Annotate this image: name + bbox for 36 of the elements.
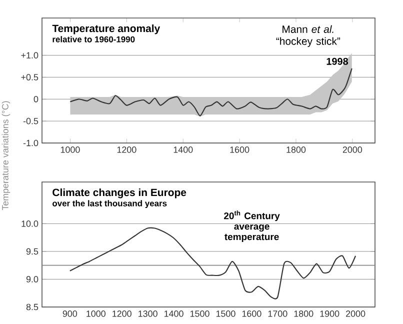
- x-tick-label: 1200: [117, 146, 136, 153]
- x-tick-label: 1500: [216, 310, 236, 317]
- y-tick-label: +1.0: [21, 52, 38, 58]
- y-tick-label: 0: [34, 96, 38, 102]
- ref-line-label: 20$^{th}$ Century average temperature: [224, 210, 280, 242]
- y-tick-label: 9.0: [26, 276, 38, 282]
- x-tick-label: 1400: [174, 146, 193, 153]
- x-tick-label: 900: [62, 310, 78, 317]
- y-tick-label: +0.5: [21, 74, 38, 80]
- y-tick-label: 10.0: [22, 220, 38, 227]
- y-tick-label: 8.5: [26, 304, 38, 310]
- y-tick-label: -0.5: [23, 118, 38, 124]
- annotation: 1998: [326, 58, 348, 65]
- x-tick-label: 1800: [286, 146, 306, 153]
- x-tick-label: 1000: [86, 310, 106, 317]
- x-tick-label: 1900: [320, 310, 340, 317]
- x-tick-label: 1600: [242, 310, 262, 317]
- x-tick-label: 1400: [164, 310, 184, 317]
- text: relative to 1960-1990: [52, 36, 135, 42]
- x-tick-label: 1800: [294, 310, 314, 317]
- annotation: Mann et al. “hockey stick”: [276, 25, 340, 47]
- x-tick-label: 1600: [230, 146, 250, 153]
- x-tick-label: 1700: [268, 310, 288, 317]
- line-series: [70, 68, 352, 116]
- x-tick-label: 1000: [60, 146, 80, 153]
- x-tick-label: 2000: [346, 310, 366, 317]
- text: over the last thousand years: [52, 200, 167, 208]
- x-tick-label: 1500: [190, 310, 210, 317]
- y-tick-label: -1.0: [23, 140, 38, 146]
- text: Climate changes in Europe: [52, 188, 186, 198]
- x-tick-label: 2000: [342, 146, 362, 153]
- y-axis-title: Temperature variations (°C): [2, 101, 10, 210]
- x-tick-label: 1200: [112, 310, 132, 317]
- text: Temperature anomaly: [52, 24, 160, 34]
- y-tick-label: 9.5: [26, 248, 38, 255]
- x-tick-label: 1300: [138, 310, 158, 317]
